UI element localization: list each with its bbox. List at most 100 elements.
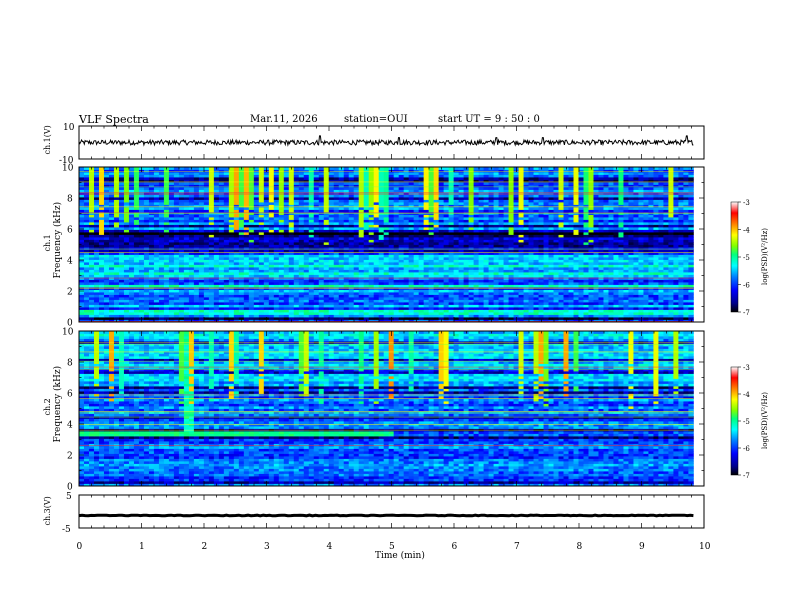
spectrogram-cell: [198, 319, 205, 323]
spectrogram-cell: [608, 262, 614, 265]
spectrogram-cell: [268, 249, 275, 253]
spectrogram-cell: [178, 254, 185, 258]
spectrogram-cell: [583, 292, 589, 295]
spectrogram-cell: [93, 244, 100, 248]
spectrogram-cell: [213, 299, 220, 303]
spectrogram-cell: [293, 252, 300, 255]
spectrogram-cell: [79, 259, 85, 263]
spectrogram-cell: [418, 312, 425, 315]
spectrogram-cell: [178, 309, 185, 313]
spectrogram-cell: [678, 289, 684, 293]
spectrogram-cell: [288, 274, 295, 278]
spectrogram-cell: [408, 299, 415, 303]
spectrogram-cell: [388, 302, 395, 305]
spectrogram-cell: [578, 274, 584, 278]
spectrogram-cell: [553, 289, 559, 293]
spectrogram-cell: [563, 312, 569, 315]
spectrogram-cell: [123, 239, 130, 243]
spectrogram-cell: [533, 307, 539, 310]
spectrogram-cell: [328, 252, 335, 255]
spectrogram-cell: [423, 247, 430, 250]
spectrogram-cell: [458, 312, 464, 315]
spectrogram-cell: [468, 309, 474, 313]
spectrogram-cell: [263, 247, 270, 250]
spectrogram-cell: [423, 289, 430, 293]
spectrogram-cell: [208, 309, 215, 313]
spectrogram-cell: [183, 292, 190, 295]
spectrogram-cell: [238, 229, 245, 233]
spectrogram-cell: [303, 264, 310, 268]
spectrogram-cell: [458, 274, 464, 278]
spectrogram-cell: [508, 244, 514, 248]
spectrogram-cell: [108, 299, 115, 303]
spectrogram-cell: [453, 227, 460, 230]
spectrogram-cell: [573, 264, 579, 268]
spectrogram-cell: [79, 227, 85, 230]
spectrogram-cell: [643, 227, 649, 230]
spectrogram-cell: [363, 272, 370, 275]
spectrogram-cell: [333, 294, 340, 298]
spectrogram-cell: [598, 304, 604, 308]
spectrogram-cell: [128, 304, 135, 308]
spectrogram-cell: [493, 279, 499, 283]
spectrogram-cell: [563, 272, 569, 275]
spectrogram-cell: [498, 312, 504, 315]
spectrogram-cell: [358, 257, 365, 260]
spectrogram-cell: [578, 294, 584, 298]
spectrogram-cell: [473, 229, 479, 233]
spectrogram-cell: [613, 294, 619, 298]
spectrogram-cell: [473, 284, 479, 288]
spectrogram-cell: [248, 239, 255, 243]
spectrogram-cell: [488, 302, 494, 305]
spectrogram-cell: [133, 307, 140, 310]
spectrogram-cell: [588, 272, 594, 275]
spectrogram-cell: [583, 242, 589, 245]
spectrogram-cell: [113, 269, 120, 273]
spectrogram-cell: [338, 257, 345, 260]
spectrogram-cell: [373, 282, 380, 285]
spectrogram-cell: [303, 297, 310, 300]
spectrogram-cell: [173, 237, 180, 240]
spectrogram-cell: [568, 284, 574, 288]
spectrogram-cell: [173, 257, 180, 260]
spectrogram-cell: [143, 319, 150, 323]
spectrogram-cell: [603, 259, 609, 263]
spectrogram-cell: [333, 244, 340, 248]
spectrogram-cell: [618, 279, 624, 283]
spectrogram-cell: [593, 302, 599, 305]
spectrogram-cell: [573, 297, 579, 300]
spectrogram-cell: [128, 294, 135, 298]
spectrogram-cell: [188, 239, 195, 243]
spectrogram-cell: [188, 292, 195, 295]
spectrogram-cell: [583, 229, 589, 233]
spectrogram-cell: [508, 239, 514, 243]
spectrogram-cell: [393, 272, 400, 275]
spectrogram-cell: [273, 284, 280, 288]
spectrogram-cell: [448, 237, 455, 240]
spectrogram-cell: [503, 284, 509, 288]
spectrogram-cell: [618, 272, 624, 275]
spectrogram-cell: [348, 249, 355, 253]
spectrogram-cell: [553, 307, 559, 310]
spectrogram-cell: [318, 289, 325, 293]
spectrogram-cell: [628, 244, 634, 248]
spectrogram-cell: [423, 244, 430, 248]
spectrogram-cell: [573, 312, 579, 315]
spectrogram-cell: [193, 269, 200, 273]
spectrogram-cell: [583, 314, 589, 318]
spectrogram-cell: [543, 299, 549, 303]
spectrogram-cell: [653, 289, 659, 293]
spectrogram-cell: [88, 297, 95, 300]
spectrogram-cell: [688, 314, 694, 318]
spectrogram-cell: [398, 302, 405, 305]
spectrogram-cell: [643, 242, 649, 245]
spectrogram-cell: [133, 232, 140, 235]
spectrogram-cell: [333, 274, 340, 278]
spectrogram-cell: [218, 234, 225, 238]
spectrogram-cell: [468, 274, 474, 278]
spectrogram-cell: [653, 307, 659, 310]
spectrogram-cell: [273, 307, 280, 310]
spectrogram-cell: [228, 302, 235, 305]
spectrogram-cell: [193, 237, 200, 240]
spectrogram-cell: [348, 284, 355, 288]
